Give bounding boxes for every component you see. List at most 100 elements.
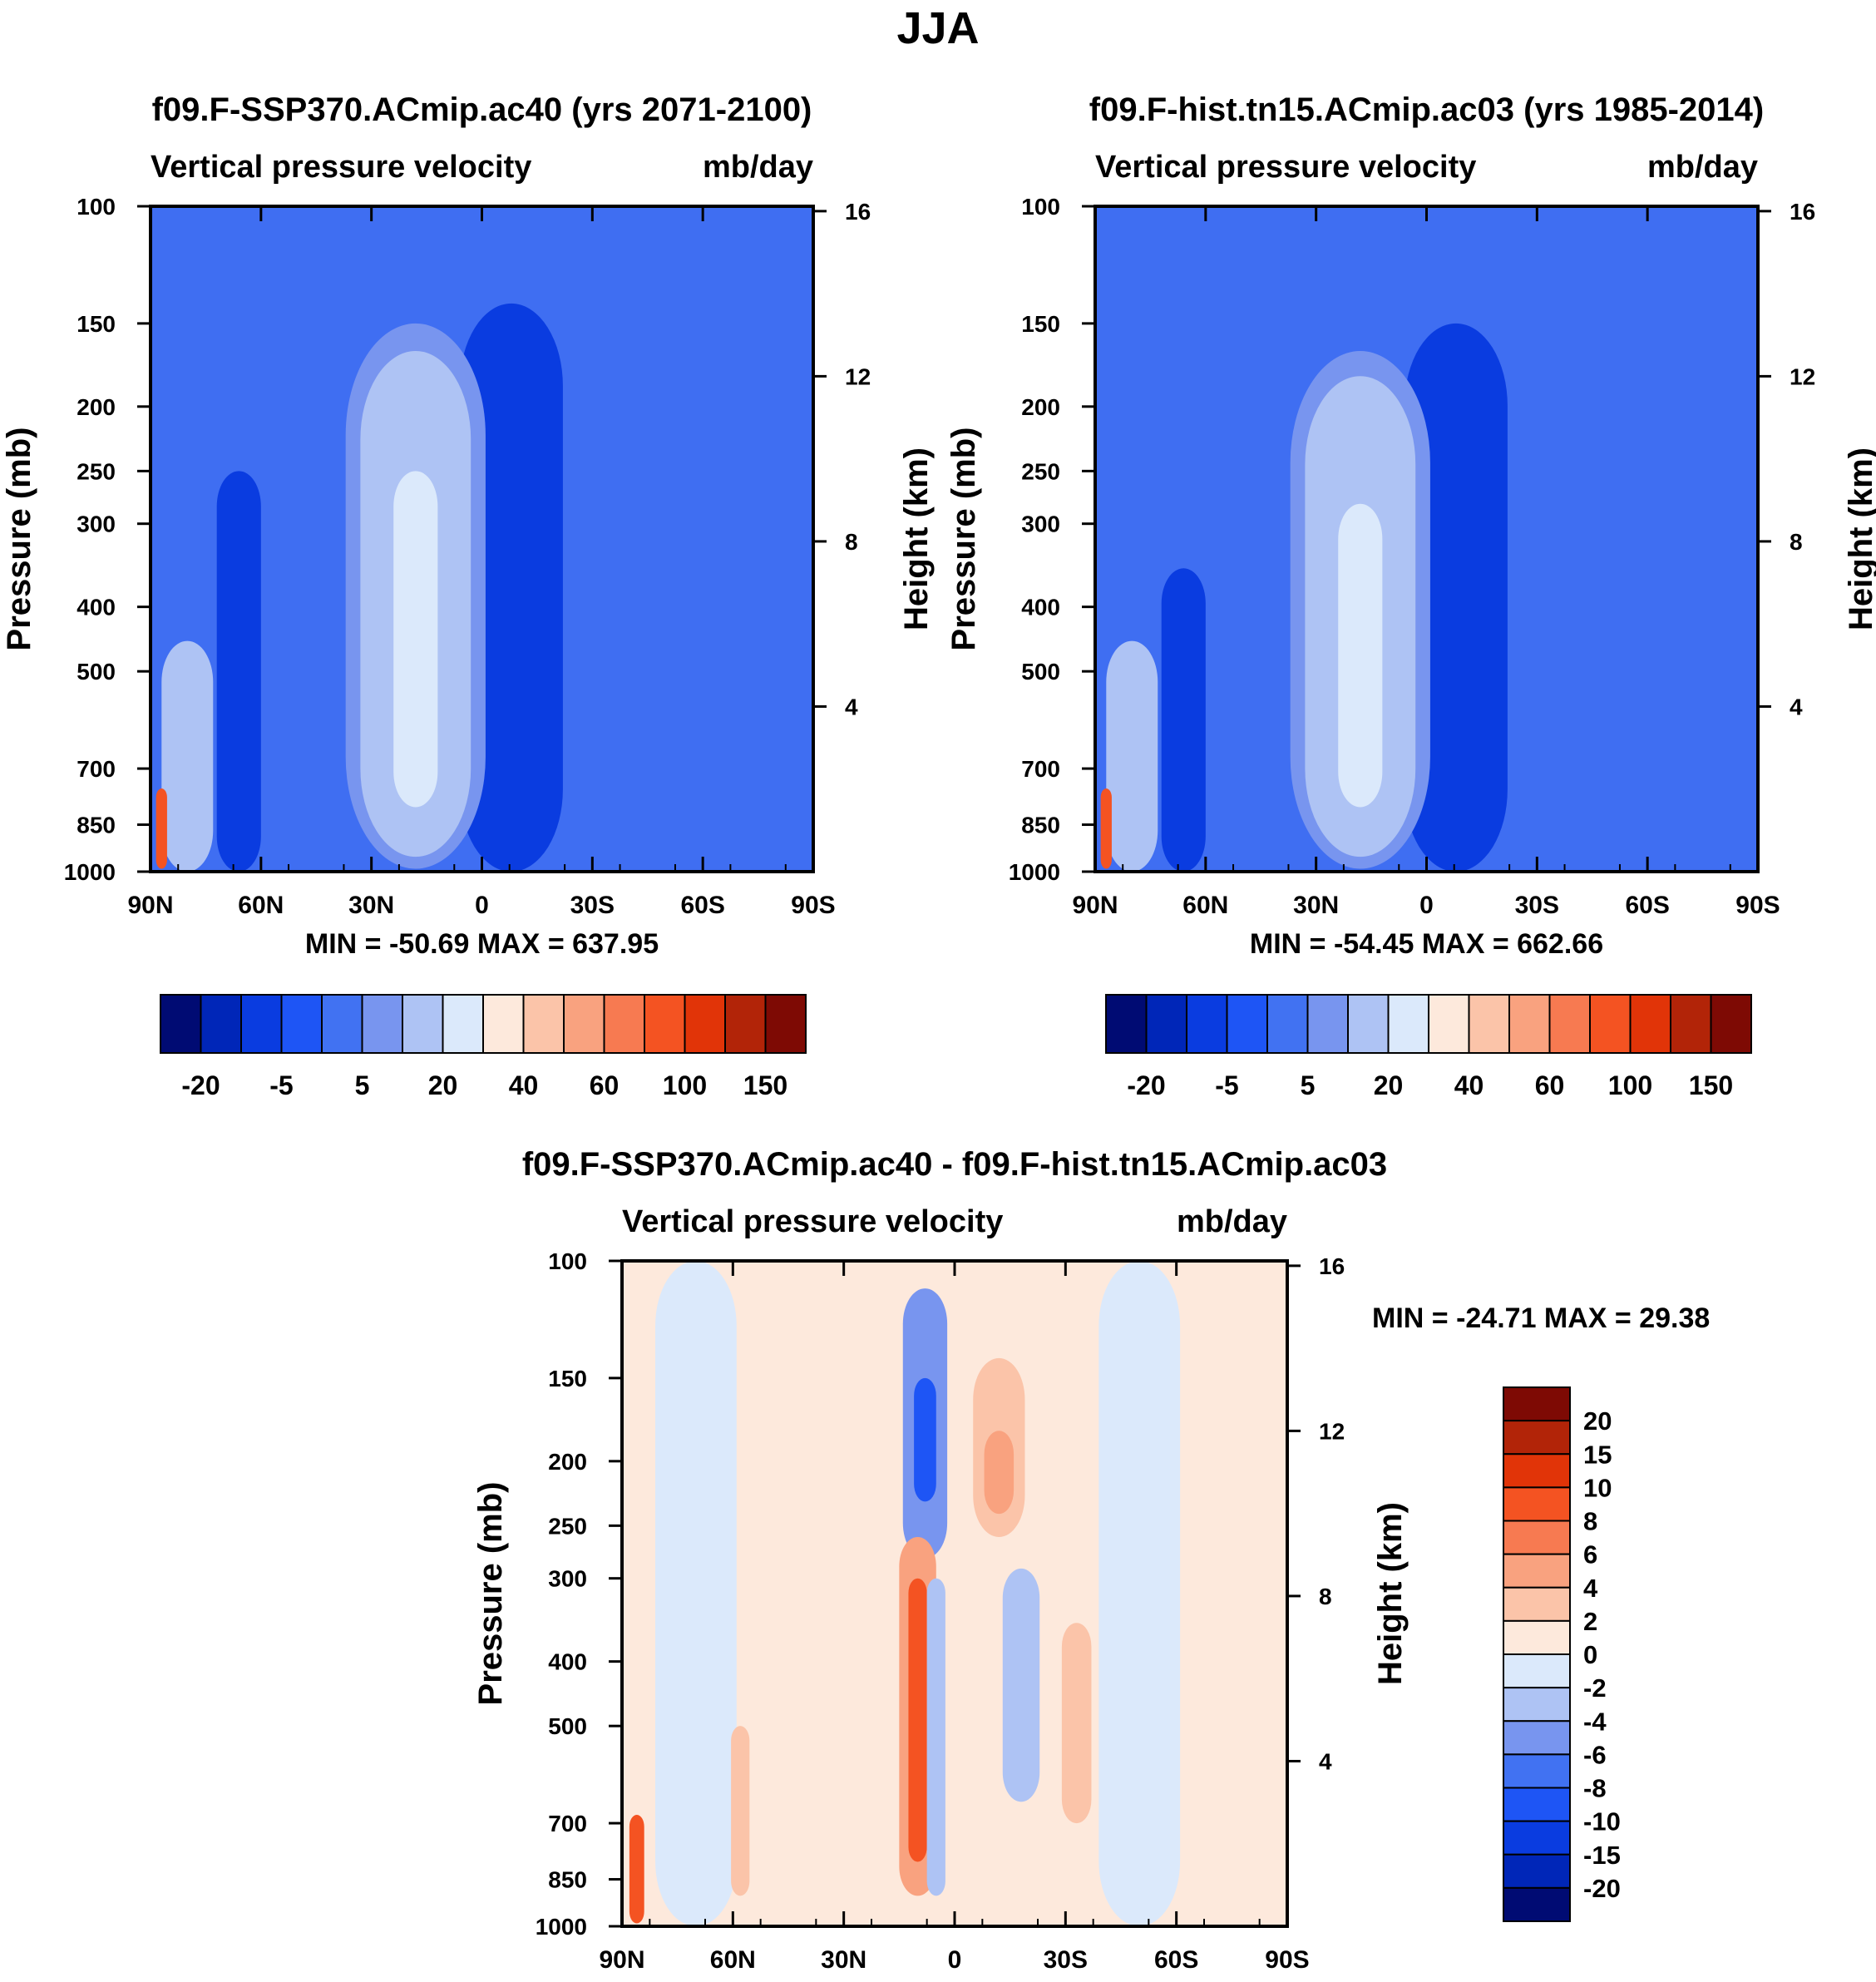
x-tick-label: 30S — [1515, 892, 1559, 919]
variable-label: Vertical pressure velocity — [1095, 150, 1476, 185]
y2-tick-label: 16 — [845, 199, 871, 225]
colorbar-label: -8 — [1583, 1774, 1607, 1803]
field-feature-11 — [1061, 1623, 1092, 1824]
x-tick-label: 60N — [1182, 892, 1228, 919]
colorbar-label: 10 — [1583, 1473, 1612, 1502]
x-tick-label: 60N — [238, 892, 284, 919]
colorbar-box — [280, 994, 323, 1054]
field-feature-8 — [156, 788, 167, 869]
y2-tick-label: 8 — [1790, 529, 1803, 555]
colorbar-box — [1503, 1586, 1571, 1622]
colorbar-label: -4 — [1583, 1707, 1607, 1736]
y2-axis-label: Height (km) — [1843, 447, 1876, 630]
field-feature-6 — [216, 471, 261, 872]
colorbar-box — [684, 994, 726, 1054]
colorbar-label: 60 — [590, 1070, 620, 1100]
y2-axis-label: Height (km) — [898, 447, 935, 630]
x-tick-label: 90S — [1265, 1946, 1309, 1974]
colorbar-label: 150 — [743, 1070, 787, 1100]
colorbar-box — [1503, 1787, 1571, 1822]
x-tick-label: 90N — [1072, 892, 1118, 919]
field-feature-7 — [1106, 640, 1158, 872]
y-tick-label: 850 — [1021, 813, 1060, 838]
colorbar-box — [1503, 1619, 1571, 1655]
colorbar-label: 0 — [1583, 1640, 1597, 1669]
y2-tick-label: 12 — [1790, 363, 1815, 389]
colorbar-box — [1306, 994, 1349, 1054]
y2-tick-label: 8 — [1319, 1584, 1332, 1609]
colorbar-box — [1670, 994, 1712, 1054]
x-tick-label: 60S — [1154, 1946, 1198, 1974]
minmax-label: MIN = -54.45 MAX = 662.66 — [1250, 928, 1603, 960]
y-tick-label: 1000 — [536, 1914, 587, 1940]
field-feature-9 — [926, 1578, 945, 1896]
y-tick-label: 300 — [77, 512, 116, 537]
x-tick-label: 30N — [1293, 892, 1339, 919]
panel-1: f09.F-SSP370.ACmip.ac40 (yrs 2071-2100) V… — [1, 91, 935, 1100]
colorbar-box — [563, 994, 605, 1054]
colorbar-label: 150 — [1689, 1070, 1733, 1100]
y2-tick-label: 4 — [1790, 694, 1803, 719]
y-tick-label: 700 — [77, 756, 116, 782]
x-tick-label: 90S — [1735, 892, 1780, 919]
colorbar-label: 4 — [1583, 1574, 1598, 1603]
y-tick-label: 150 — [548, 1366, 587, 1391]
colorbar-box — [160, 994, 202, 1054]
colorbar-box — [724, 994, 767, 1054]
colorbar-box — [200, 994, 242, 1054]
y-tick-label: 1000 — [64, 859, 116, 885]
colorbar-label: 5 — [355, 1070, 370, 1100]
x-tick-label: 90S — [791, 892, 835, 919]
colorbar-label: 40 — [1454, 1070, 1484, 1100]
x-tick-label: 90N — [599, 1946, 644, 1974]
colorbar-box — [1503, 1520, 1571, 1555]
units-label: mb/day — [1647, 150, 1758, 185]
x-tick-label: 30S — [570, 892, 615, 919]
y-tick-label: 500 — [548, 1713, 587, 1739]
colorbar-box — [1710, 994, 1752, 1054]
y-tick-label: 100 — [1021, 194, 1060, 220]
colorbar-label: 60 — [1535, 1070, 1565, 1100]
colorbar-label: 15 — [1583, 1440, 1612, 1469]
y-tick-label: 200 — [548, 1449, 587, 1475]
colorbar-box — [1508, 994, 1551, 1054]
colorbar-box — [1503, 1653, 1571, 1689]
y-tick-label: 200 — [77, 394, 116, 420]
x-tick-label: 30N — [348, 892, 394, 919]
y-tick-label: 1000 — [1009, 859, 1060, 885]
x-tick-label: 30S — [1044, 1946, 1088, 1974]
y-tick-label: 100 — [77, 194, 116, 220]
y-tick-label: 700 — [548, 1811, 587, 1836]
colorbar-box — [1503, 1453, 1571, 1489]
colorbar-box — [1503, 1420, 1571, 1456]
colorbar-label: 6 — [1583, 1540, 1597, 1569]
y-tick-label: 400 — [548, 1649, 587, 1675]
x-tick-label: 30N — [821, 1946, 866, 1974]
field-feature-8 — [908, 1578, 927, 1862]
panels-group: f09.F-SSP370.ACmip.ac40 (yrs 2071-2100) V… — [1, 91, 1876, 1974]
colorbar-box — [321, 994, 363, 1054]
variable-label: Vertical pressure velocity — [622, 1204, 1003, 1239]
field-feature-2 — [459, 303, 563, 872]
colorbar-box — [240, 994, 283, 1054]
colorbar-box — [402, 994, 444, 1054]
y-tick-label: 400 — [1021, 595, 1060, 620]
field-feature-2 — [1098, 1261, 1181, 1926]
units-label: mb/day — [703, 150, 813, 185]
y-tick-label: 500 — [1021, 659, 1060, 685]
colorbar-box — [361, 994, 403, 1054]
x-tick-label: 0 — [948, 1946, 962, 1974]
y-tick-label: 700 — [1021, 756, 1060, 782]
field-feature-1 — [655, 1261, 737, 1926]
colorbar-label: 20 — [1583, 1406, 1612, 1436]
units-label: mb/day — [1177, 1204, 1287, 1239]
field-layer — [1095, 206, 1758, 872]
x-tick-label: 0 — [475, 892, 489, 919]
field-feature-5 — [1338, 503, 1383, 808]
colorbar-box — [1226, 994, 1268, 1054]
y-tick-label: 300 — [548, 1566, 587, 1592]
y2-tick-label: 8 — [845, 529, 858, 555]
y-tick-label: 850 — [77, 813, 116, 838]
